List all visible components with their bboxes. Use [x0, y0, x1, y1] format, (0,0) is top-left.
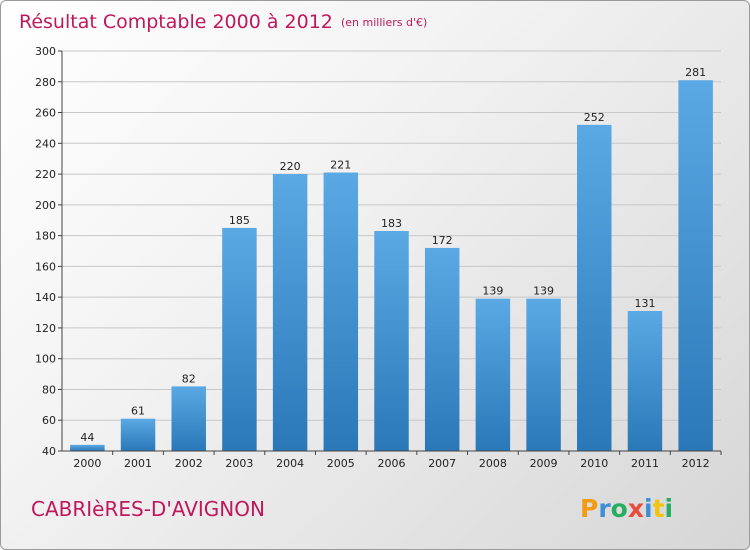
bar-value-label: 61 [131, 405, 145, 418]
y-axis-ticks: 40 60 80 100 120 140 160 180 200 220 240 260 280 300 [35, 45, 62, 458]
bar-value-label: 220 [280, 160, 301, 173]
bar-value-label: 185 [229, 214, 250, 227]
x-tick-label: 2006 [378, 457, 406, 470]
y-tick-label: 40 [42, 445, 56, 458]
bar-value-label: 139 [482, 285, 503, 298]
y-tick-label: 120 [35, 322, 56, 335]
x-tick-label: 2005 [327, 457, 355, 470]
y-tick-label: 100 [35, 353, 56, 366]
bar [120, 418, 156, 451]
chart-subtitle: (en milliers d'€) [341, 16, 427, 29]
x-axis-ticks: 2000 2001 2002 2003 2004 2005 2006 2007 2008 2009… [73, 451, 722, 470]
y-tick-label: 140 [35, 291, 56, 304]
y-tick-label: 240 [35, 137, 56, 150]
y-tick-label: 160 [35, 260, 56, 273]
bar [70, 444, 105, 451]
bar [171, 386, 206, 451]
y-tick-label: 280 [35, 76, 56, 89]
x-tick-label: 2012 [682, 457, 710, 470]
bar [323, 172, 359, 452]
bar-value-label: 139 [533, 285, 554, 298]
x-tick-label: 2002 [175, 457, 203, 470]
bar-value-label: 252 [584, 111, 605, 124]
x-tick-label: 2010 [580, 457, 608, 470]
bar-value-label: 131 [634, 297, 655, 310]
bar-value-label: 221 [330, 159, 351, 172]
bars: 44 61 82 185 220 221 183 172 139 139 252 131 281 [70, 66, 713, 452]
bar [424, 247, 460, 451]
bar-value-label: 172 [432, 234, 453, 247]
bar [272, 174, 308, 452]
bar-value-label: 281 [685, 66, 706, 79]
bar [627, 311, 663, 451]
y-tick-label: 220 [35, 168, 56, 181]
bar [678, 80, 713, 451]
bar-value-label: 183 [381, 217, 402, 230]
chart-title: Résultat Comptable 2000 à 2012 [19, 11, 333, 33]
y-tick-label: 180 [35, 230, 56, 243]
bar [374, 231, 409, 451]
y-tick-label: 300 [35, 45, 56, 58]
commune-name: CABRIèRES-D'AVIGNON [31, 497, 265, 521]
x-tick-label: 2008 [479, 457, 507, 470]
bar [577, 124, 612, 451]
x-tick-label: 2009 [530, 457, 558, 470]
y-tick-label: 60 [42, 414, 56, 427]
bar [526, 298, 561, 451]
proxiti-logo: Proxiti [580, 494, 673, 523]
x-tick-label: 2000 [73, 457, 101, 470]
y-tick-label: 260 [35, 107, 56, 120]
bar [475, 298, 511, 451]
bar-value-label: 44 [80, 431, 94, 444]
x-tick-label: 2004 [276, 457, 304, 470]
bar [222, 227, 257, 451]
x-tick-label: 2007 [428, 457, 456, 470]
bar-value-label: 82 [182, 372, 196, 385]
x-tick-label: 2011 [631, 457, 659, 470]
x-tick-label: 2001 [124, 457, 152, 470]
x-tick-label: 2003 [225, 457, 253, 470]
y-tick-label: 200 [35, 199, 56, 212]
y-tick-label: 80 [42, 383, 56, 396]
